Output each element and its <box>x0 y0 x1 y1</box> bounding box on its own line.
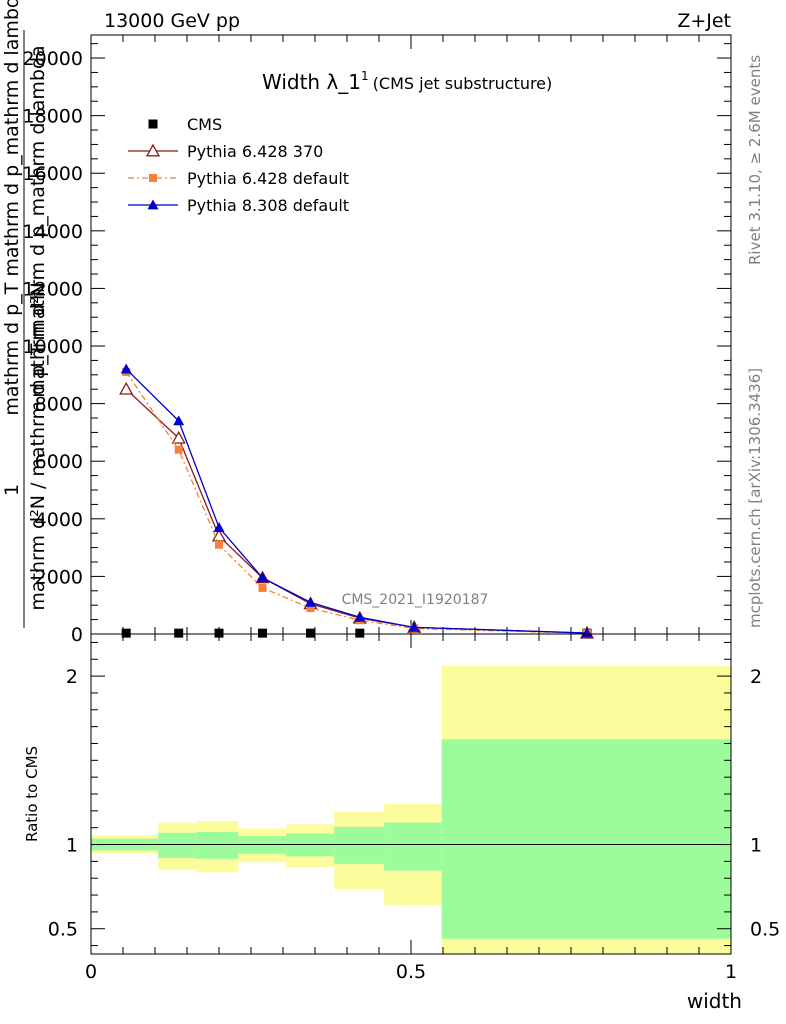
y-tick-label: 10000 <box>23 336 83 358</box>
energy-label: 13000 GeV pp <box>104 10 240 32</box>
y-tick-label: 20000 <box>23 48 83 70</box>
x-tick-label: 0 <box>85 961 97 983</box>
process-label: Z+Jet <box>677 10 731 32</box>
ratio-y-tick-label-right: 0.5 <box>750 919 780 941</box>
data-point <box>119 381 134 395</box>
stat-uncertainty-band <box>441 739 731 939</box>
data-point <box>173 415 185 426</box>
data-point <box>171 430 186 444</box>
ratio-y-tick-label: 2 <box>66 666 78 688</box>
analysis-watermark: CMS_2021_I1920187 <box>342 592 489 608</box>
stat-uncertainty-band <box>158 832 197 858</box>
plot-title: Width λ_11 (CMS jet substructure) <box>262 69 552 94</box>
legend-label: Pythia 6.428 default <box>187 169 349 188</box>
stat-uncertainty-band <box>384 822 442 871</box>
data-point <box>257 572 269 583</box>
ratio-y-label: Ratio to CMS <box>23 746 41 842</box>
series-line <box>125 368 588 634</box>
x-tick-label: 0.5 <box>396 961 426 983</box>
data-point <box>214 628 224 638</box>
data-point <box>354 611 366 622</box>
plot-title-sup: 1 <box>361 69 369 83</box>
ratio-y-tick-label-right: 2 <box>750 666 762 688</box>
data-point <box>581 627 593 638</box>
legend-entry: Pythia 6.428 default <box>128 169 349 188</box>
y-tick-label: 0 <box>71 624 83 646</box>
main-series <box>119 363 595 639</box>
legend-marker <box>149 174 157 182</box>
y-label-mid: mathrm d p_T mathrm d p_mathrm d lambda <box>1 0 23 416</box>
legend-marker <box>147 199 159 210</box>
main-panel: 0 2000 4000 6000 8000 10000 12000 14000 16000 180… <box>1 0 732 646</box>
y-label-numerator: 1 <box>1 484 23 496</box>
ratio-panel: 0.5 0.5 1 1 2 2 0 0.5 1 Ratio to CMS width <box>23 633 780 1013</box>
legend-marker <box>148 119 158 129</box>
y-tick-label: 8000 <box>35 394 83 416</box>
y-tick-label: 16000 <box>23 163 83 185</box>
y-label-denominator: mathrm d²N / mathrm d p_T mathrm d p_mat… <box>27 45 49 610</box>
data-point <box>258 583 267 592</box>
main-ticks: 0 2000 4000 6000 8000 10000 12000 14000 16000 180… <box>23 35 732 646</box>
data-point <box>174 445 183 454</box>
data-point <box>120 363 132 374</box>
ratio-ticks: 0.5 0.5 1 1 2 2 0 0.5 1 <box>48 634 780 983</box>
y-tick-label: 14000 <box>23 221 83 243</box>
stat-uncertainty-band <box>334 826 385 864</box>
data-point <box>305 596 317 607</box>
series-line <box>125 371 588 634</box>
y-tick-label: 12000 <box>23 278 83 300</box>
series-pythia-8-308-default <box>120 363 593 638</box>
y-tick-label: 6000 <box>35 451 83 473</box>
plot-title-sub: (CMS jet substructure) <box>373 74 553 93</box>
y-tick-label: 4000 <box>35 509 83 531</box>
data-point <box>306 604 315 613</box>
ratio-y-tick-label: 0.5 <box>48 919 78 941</box>
x-axis-label: width <box>687 989 742 1013</box>
legend-label: Pythia 6.428 370 <box>187 142 323 161</box>
ratio-y-tick-label: 1 <box>66 835 78 857</box>
ratio-bands <box>91 666 731 954</box>
mcplots-label: mcplots.cern.ch [arXiv:1306.3436] <box>746 368 764 628</box>
data-point <box>408 621 420 632</box>
y-axis-label: mathrm d²N mathrm d p_T mathrm d p_mathr… <box>1 0 49 628</box>
data-point <box>258 628 268 638</box>
series-cms <box>121 628 592 638</box>
legend-entry: Pythia 8.308 default <box>128 196 349 215</box>
legend-entry: Pythia 6.428 370 <box>128 142 323 161</box>
legend-label: CMS <box>187 115 222 134</box>
data-point <box>121 628 131 638</box>
ratio-y-tick-label-right: 1 <box>750 835 762 857</box>
y-tick-label: 2000 <box>35 566 83 588</box>
x-tick-label: 1 <box>725 961 737 983</box>
legend-marker <box>145 143 161 157</box>
data-point <box>174 628 184 638</box>
legend-label: Pythia 8.308 default <box>187 196 349 215</box>
y-tick-label: 18000 <box>23 106 83 128</box>
data-point <box>215 540 223 549</box>
stat-uncertainty-band <box>196 831 239 859</box>
data-point <box>213 521 225 532</box>
data-point <box>355 628 365 638</box>
data-point <box>306 628 316 638</box>
y-label-top: mathrm d²N <box>27 282 49 398</box>
plot-title-main: Width λ_1 <box>262 70 361 94</box>
legend: CMS Pythia 6.428 370 Pythia 6.428 default P… <box>128 115 349 215</box>
rivet-label: Rivet 3.1.10, ≥ 2.6M events <box>746 55 764 265</box>
legend-entry: CMS <box>148 115 222 134</box>
